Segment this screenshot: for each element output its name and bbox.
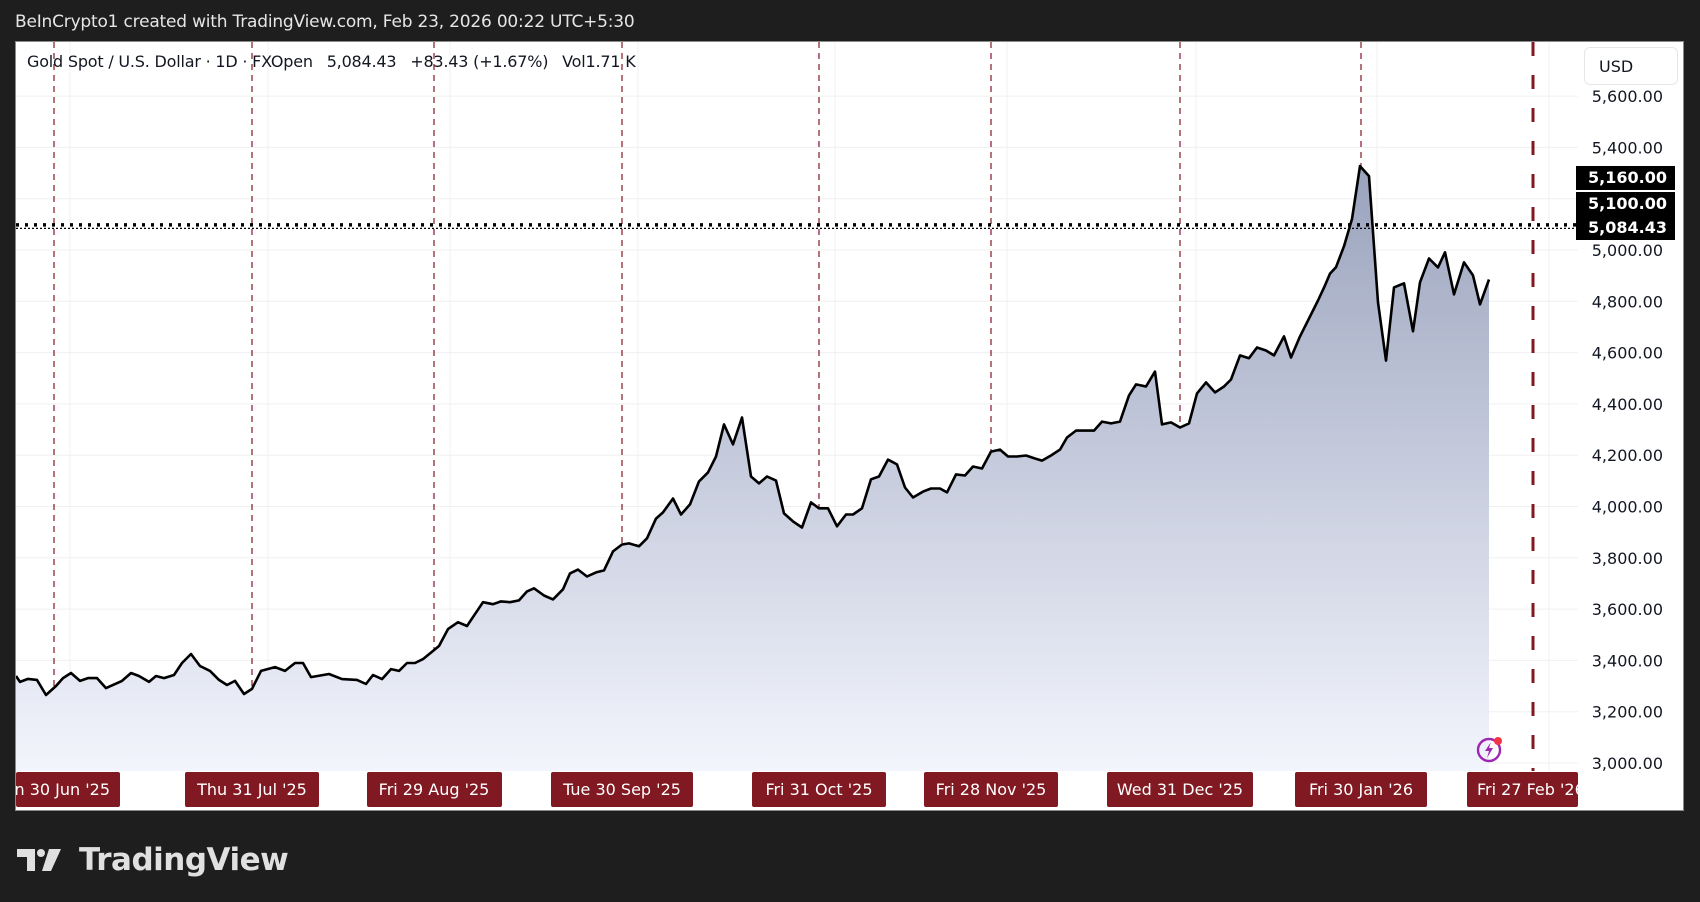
x-tick-label: Fri 30 Jan '26 — [1295, 772, 1427, 807]
x-tick-label: Wed 31 Dec '25 — [1107, 772, 1253, 807]
price-chart[interactable]: 5,600.00 5,400.00 5,000.00 4,800.00 4,600.00… — [16, 42, 1684, 811]
x-tick-label: Thu 31 Jul '25 — [185, 772, 319, 807]
price-tag: 5,160.00 — [1576, 166, 1675, 190]
x-tick-label: Mon 30 Jun '25 — [16, 772, 120, 807]
attribution-header: BeInCrypto1 created with TradingView.com… — [15, 12, 635, 32]
x-tick-label: Fri 27 Feb '26 — [1467, 772, 1578, 807]
x-tick-label: Fri 29 Aug '25 — [366, 772, 502, 807]
tradingview-logo-icon — [17, 849, 61, 871]
price-area-fill — [16, 166, 1489, 771]
currency-button[interactable]: USD — [1584, 47, 1678, 85]
y-tick-label: 5,400.00 — [1592, 138, 1663, 157]
price-line — [16, 164, 1491, 697]
price-tag: 5,100.00 — [1576, 192, 1675, 216]
y-tick-label: 4,400.00 — [1592, 395, 1663, 414]
chart-frame[interactable]: Gold Spot / U.S. Dollar · 1D · FXOpen 5,… — [15, 41, 1684, 811]
y-tick-label: 3,400.00 — [1592, 651, 1663, 670]
y-tick-label: 3,600.00 — [1592, 600, 1663, 619]
y-tick-label: 4,000.00 — [1592, 498, 1663, 517]
price-change: +83.43 (+1.67%) — [410, 52, 549, 71]
price-tag: 5,084.43 — [1576, 216, 1675, 240]
y-tick-label: 4,600.00 — [1592, 344, 1663, 363]
x-tick-label: Fri 28 Nov '25 — [924, 772, 1058, 807]
horizontal-levels — [16, 223, 1578, 229]
y-tick-label: 3,800.00 — [1592, 549, 1663, 568]
symbol-legend: Gold Spot / U.S. Dollar · 1D · FXOpen 5,… — [27, 52, 645, 71]
tradingview-brand[interactable]: TradingView — [17, 840, 289, 880]
x-tick-label: Fri 31 Oct '25 — [752, 772, 886, 807]
brand-name: TradingView — [79, 842, 289, 878]
y-tick-label: 5,000.00 — [1592, 241, 1663, 260]
y-tick-label: 4,800.00 — [1592, 292, 1663, 311]
volume: Vol1.71 K — [562, 52, 636, 71]
y-tick-label: 3,200.00 — [1592, 703, 1663, 722]
lightning-alert-icon[interactable] — [1475, 734, 1505, 764]
y-tick-label: 5,600.00 — [1592, 87, 1663, 106]
price-axis: 5,600.00 5,400.00 5,000.00 4,800.00 4,600.00… — [1592, 87, 1663, 773]
y-tick-label: 3,000.00 — [1592, 754, 1663, 773]
x-tick-label: Tue 30 Sep '25 — [551, 772, 693, 807]
symbol-title: Gold Spot / U.S. Dollar · 1D · FXOpen — [27, 52, 313, 71]
y-tick-label: 4,200.00 — [1592, 446, 1663, 465]
last-price: 5,084.43 — [326, 52, 397, 71]
